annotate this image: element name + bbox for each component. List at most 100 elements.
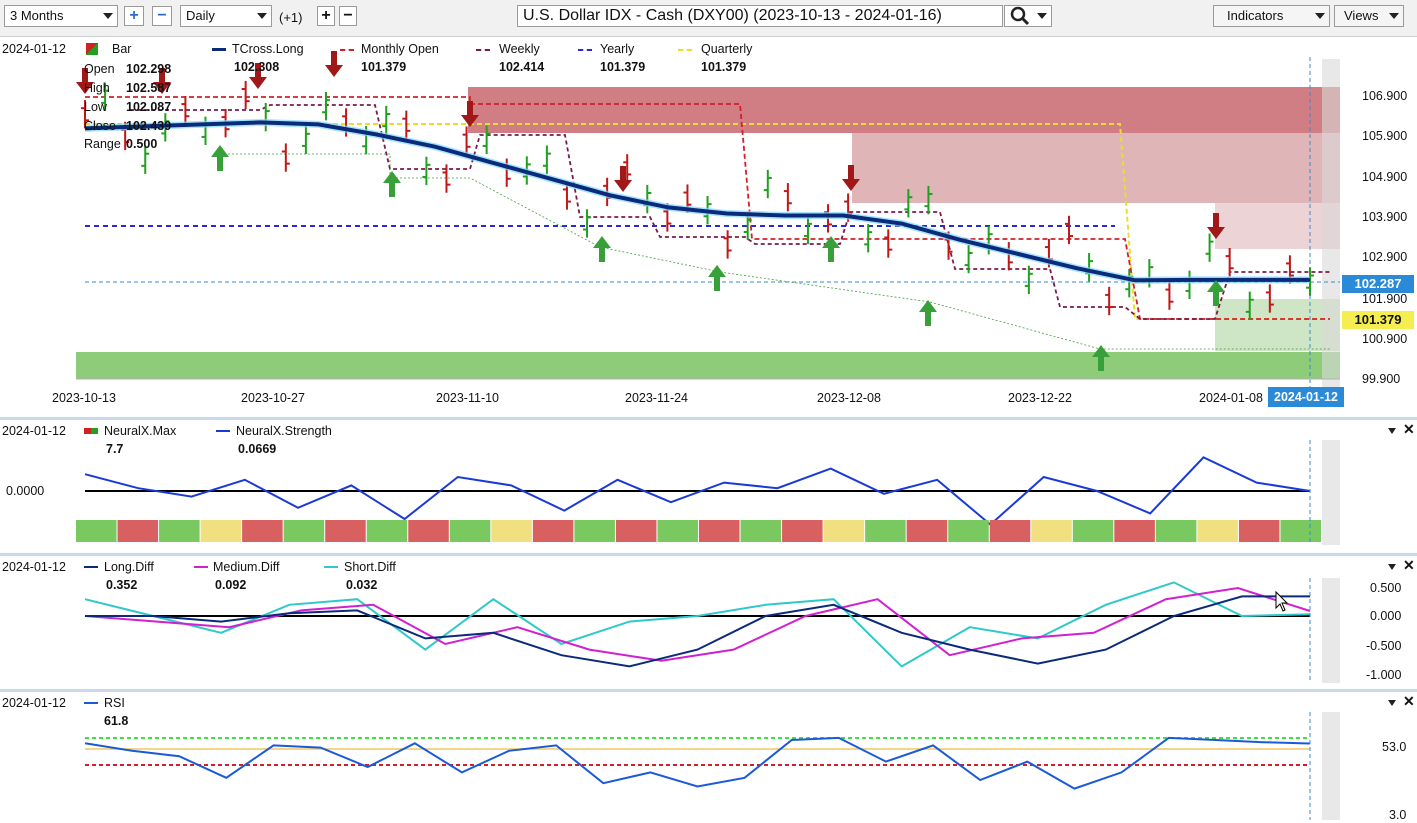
rsi-line <box>84 736 1311 790</box>
range-label: Range <box>84 137 121 151</box>
add-bar-button[interactable]: + <box>317 6 335 26</box>
offset-label: (+1) <box>279 10 303 25</box>
search-button[interactable] <box>1004 5 1052 27</box>
neuralx-strength-line <box>84 456 1311 526</box>
close-icon[interactable]: ✕ <box>1403 557 1415 573</box>
neuralx-max-block <box>1197 520 1238 542</box>
x-cursor-date: 2024-01-12 <box>1268 387 1344 407</box>
long-diff-line <box>85 595 1310 668</box>
legend-rsi-value: 61.8 <box>104 714 129 728</box>
legend-short-diff-name: Short.Diff <box>344 560 396 574</box>
panel-divider[interactable] <box>0 553 1417 556</box>
panel-divider[interactable] <box>0 417 1417 420</box>
down-arrow-icon <box>76 82 94 94</box>
neuralx-max-block <box>1238 520 1280 542</box>
toolbar: 3 Months + − Daily (+1) + − U.S. Dollar … <box>0 0 1417 37</box>
legend-weekly-name: Weekly <box>499 42 540 56</box>
neural-chart[interactable] <box>0 420 1417 553</box>
x-tick: 2023-12-08 <box>817 391 881 405</box>
neuralx-strength-swatch <box>216 430 230 432</box>
quarterly-legend-swatch <box>678 49 692 51</box>
scroll-strip <box>1322 578 1340 683</box>
legend-long-diff-value: 0.352 <box>106 578 138 592</box>
y-tick: 99.900 <box>1362 372 1401 386</box>
zoom-in-button[interactable]: + <box>124 6 144 26</box>
zero-label: 0.0000 <box>6 484 45 498</box>
collapse-icon[interactable] <box>1388 428 1396 434</box>
price-chart[interactable] <box>0 37 1417 417</box>
neuralx-max-swatch <box>84 428 98 434</box>
neuralx-max-block <box>408 520 449 542</box>
scroll-strip <box>1322 440 1340 545</box>
y-tick: 102.900 <box>1362 250 1408 264</box>
support-zone-strong <box>76 352 1340 379</box>
ohlc-close-label: Close <box>84 119 116 133</box>
diff-panel[interactable]: 2024-01-12 Long.Diff 0.352 Medium.Diff 0… <box>0 556 1417 689</box>
neuralx-max-block <box>948 520 989 542</box>
panel-date: 2024-01-12 <box>2 560 66 574</box>
period-select[interactable]: 3 Months <box>4 5 118 27</box>
y-tick: 106.900 <box>1362 89 1408 103</box>
y-tick: -0.500 <box>1366 639 1402 653</box>
close-icon[interactable]: ✕ <box>1403 421 1415 437</box>
neuralx-max-block <box>1280 520 1321 542</box>
search-icon <box>1010 6 1030 26</box>
rsi-swatch <box>84 702 98 704</box>
legend-neuralx-max-name: NeuralX.Max <box>104 424 177 438</box>
x-tick: 2023-11-10 <box>436 391 500 405</box>
up-arrow-shaft <box>1213 292 1219 306</box>
close-icon[interactable]: ✕ <box>1403 693 1415 709</box>
neuralx-max-block <box>117 520 159 542</box>
symbol-field[interactable]: U.S. Dollar IDX - Cash (DXY00) (2023-10-… <box>517 5 1003 27</box>
x-tick: 2023-12-22 <box>1008 391 1072 405</box>
neuralx-max-block <box>1031 520 1072 542</box>
monthly-open-line <box>85 96 1330 320</box>
panel-date: 2024-01-12 <box>2 696 66 710</box>
neuralx-max-blocks <box>76 520 1321 542</box>
neuralx-max-block <box>1072 520 1114 542</box>
neuralx-max-block <box>325 520 366 542</box>
neural-panel[interactable]: 2024-01-12 NeuralX.Max 7.7 NeuralX.Stren… <box>0 420 1417 553</box>
legend-quarterly-value: 101.379 <box>701 60 747 74</box>
resistance-zone-lower <box>1215 203 1340 249</box>
remove-bar-button[interactable]: − <box>339 6 357 26</box>
legend-yearly-name: Yearly <box>600 42 635 56</box>
y-tick: 101.900 <box>1362 292 1408 306</box>
neuralx-max-block <box>532 520 574 542</box>
up-arrow-shaft <box>714 277 720 291</box>
interval-select[interactable]: Daily <box>180 5 272 27</box>
chevron-down-icon <box>257 13 267 19</box>
legend-yearly-value: 101.379 <box>600 60 646 74</box>
neuralx-max-block <box>989 520 1031 542</box>
collapse-icon[interactable] <box>1388 564 1396 570</box>
up-arrow-shaft <box>1098 357 1104 371</box>
panel-divider[interactable] <box>0 689 1417 692</box>
mouse-cursor-icon <box>1275 590 1289 612</box>
rsi-chart[interactable] <box>0 692 1417 823</box>
down-arrow-shaft <box>620 166 626 180</box>
up-arrow-icon <box>822 236 840 248</box>
down-arrow-shaft <box>331 51 337 65</box>
up-arrow-shaft <box>217 157 223 171</box>
panel-date: 2024-01-12 <box>2 424 66 438</box>
legend-tcross-name: TCross.Long <box>232 42 304 56</box>
diff-chart[interactable] <box>0 556 1417 689</box>
views-button[interactable]: Views <box>1334 5 1404 27</box>
ohlc-low-label: Low <box>84 100 107 114</box>
y-tick: 3.0 <box>1389 808 1407 822</box>
indicators-button[interactable]: Indicators <box>1213 5 1330 27</box>
scroll-strip <box>1322 712 1340 820</box>
y-tick: 103.900 <box>1362 210 1408 224</box>
price-panel[interactable]: 2024-01-12 Bar TCross.Long 102.308 Month… <box>0 37 1417 417</box>
monthly-legend-swatch <box>340 49 354 51</box>
zoom-out-button[interactable]: − <box>152 6 172 26</box>
signal-arrows <box>76 51 1225 371</box>
collapse-icon[interactable] <box>1388 700 1396 706</box>
range-value: 0.500 <box>126 137 158 151</box>
period-value: 3 Months <box>10 8 64 23</box>
panel-date: 2024-01-12 <box>2 42 66 56</box>
rsi-panel[interactable]: 2024-01-12 RSI 61.8 53.0 3.0 ✕ <box>0 692 1417 823</box>
down-arrow-icon <box>153 82 171 94</box>
neuralx-max-block <box>906 520 948 542</box>
views-label: Views <box>1344 8 1379 23</box>
